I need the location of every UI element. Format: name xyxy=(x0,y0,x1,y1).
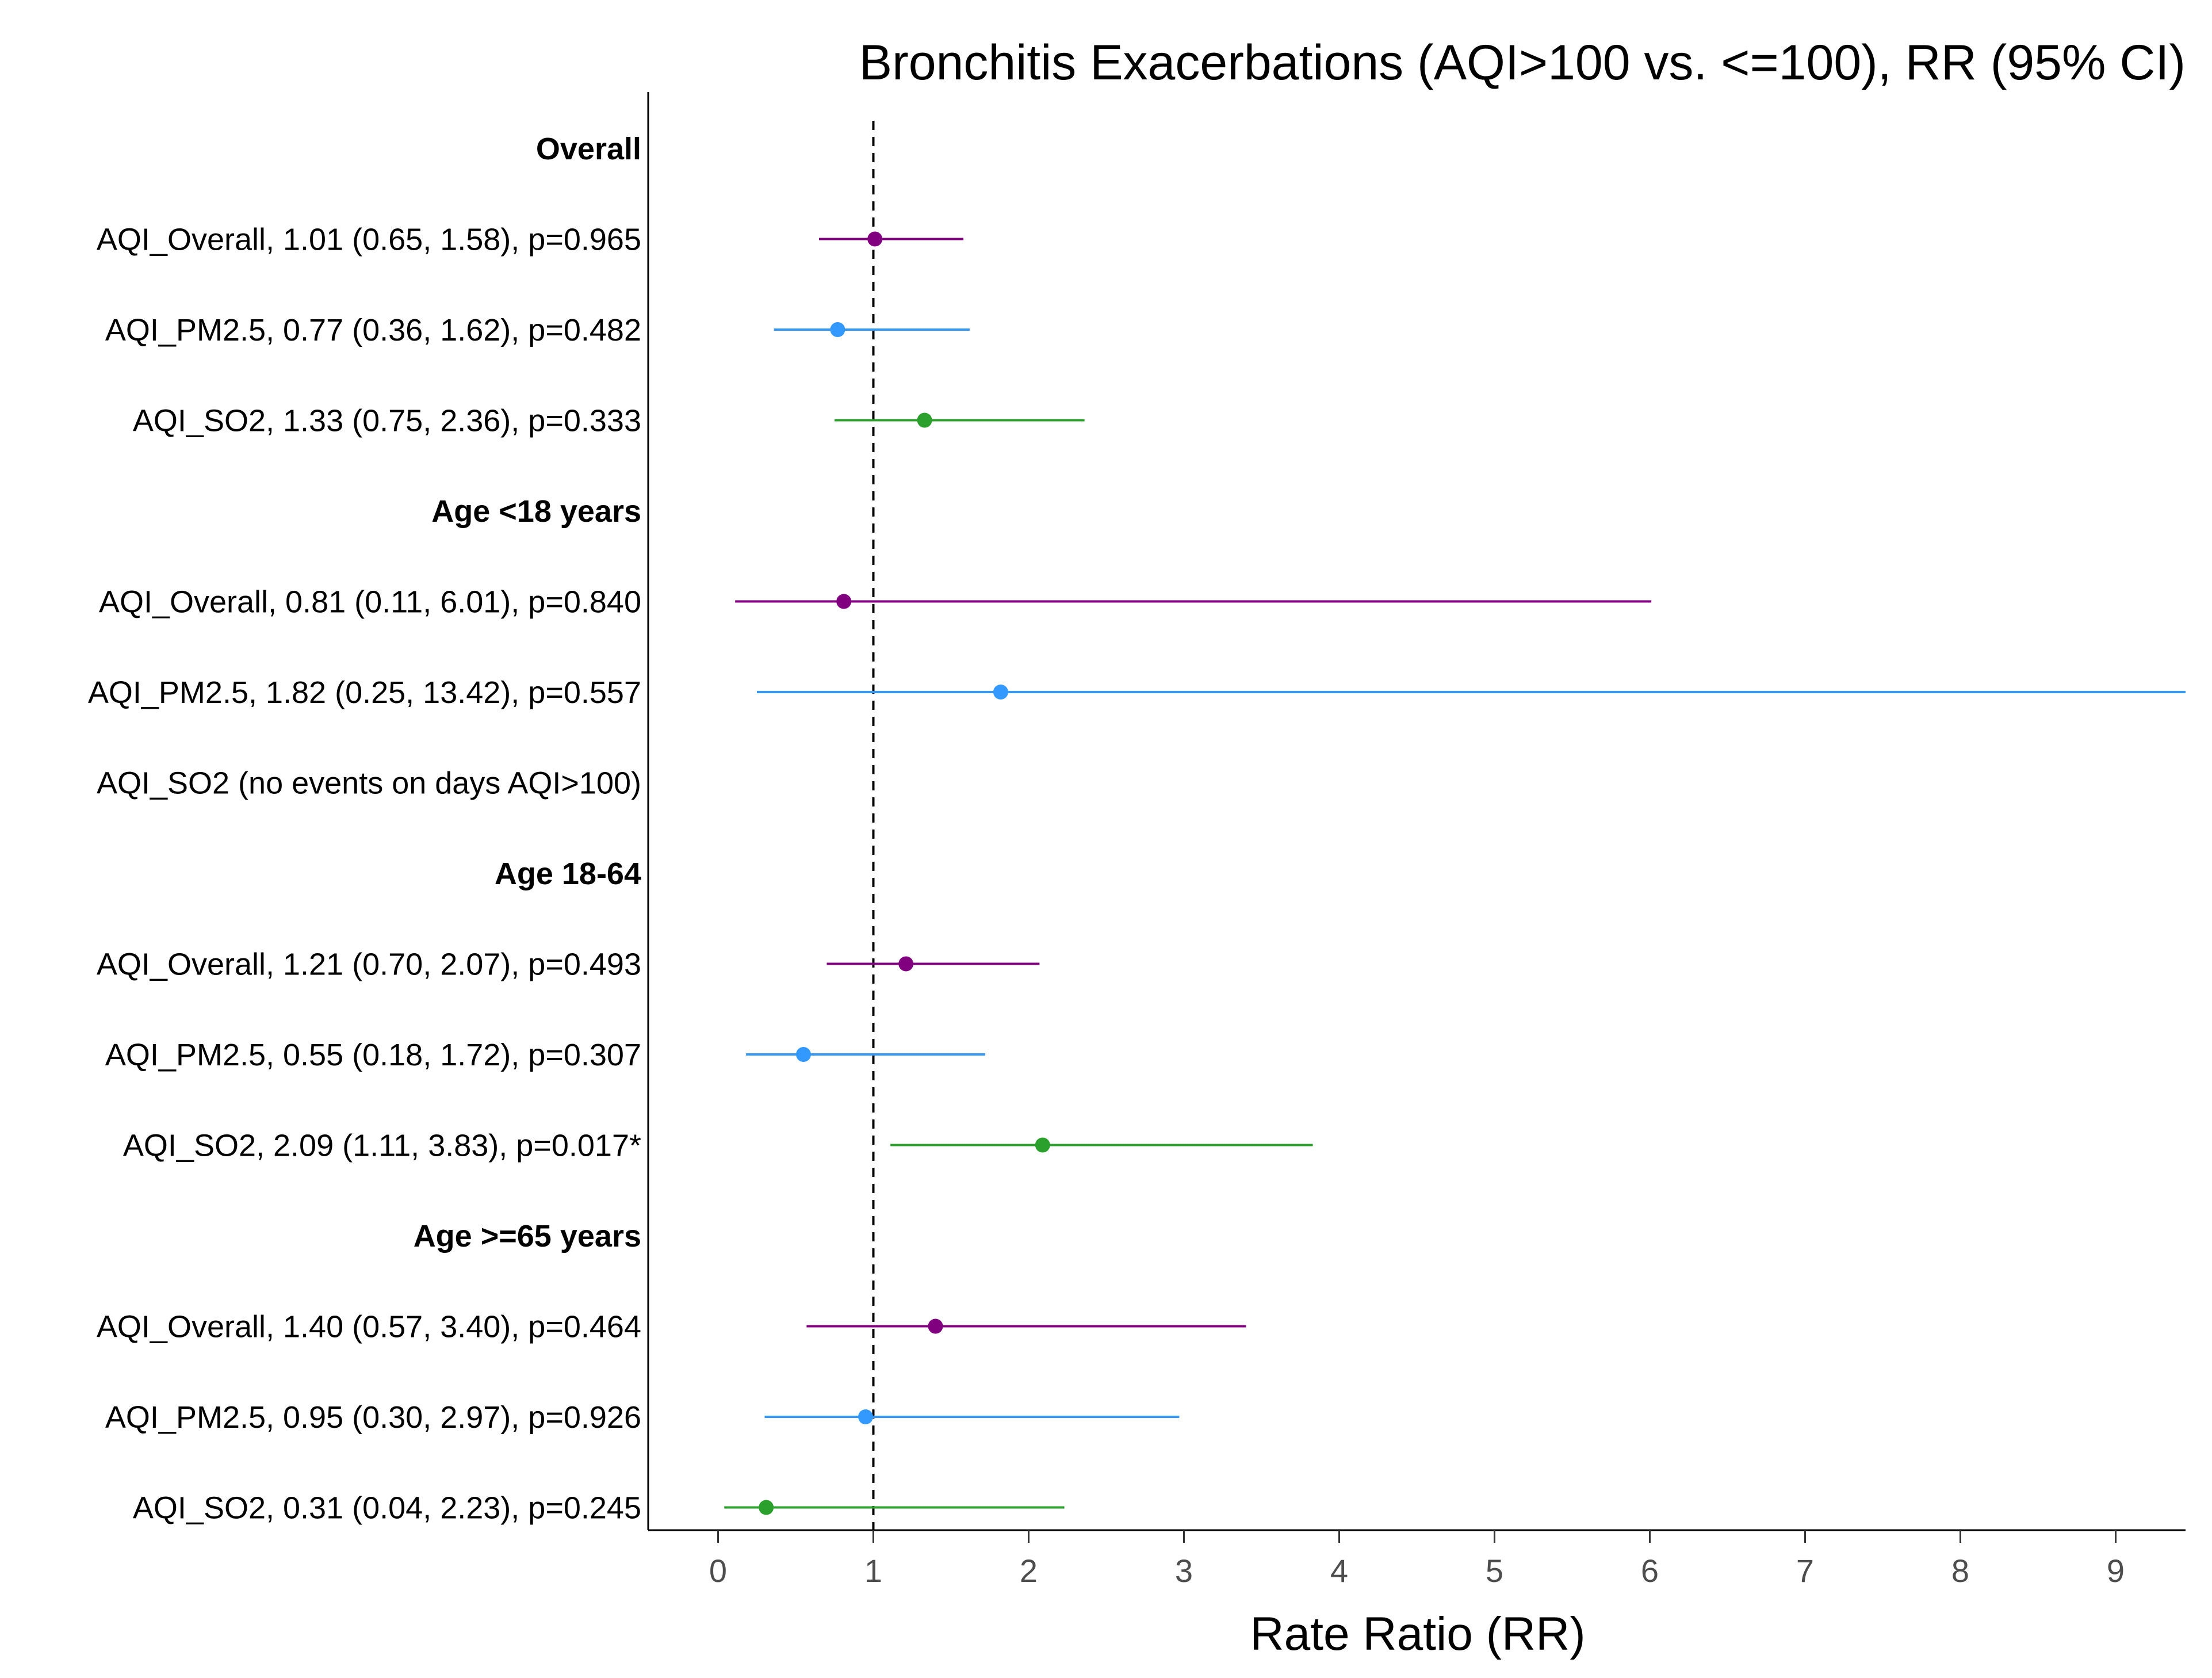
row-label: AQI_Overall, 1.01 (0.65, 1.58), p=0.965 xyxy=(97,223,641,257)
point-estimate xyxy=(928,1318,943,1334)
x-axis-title: Rate Ratio (RR) xyxy=(1250,1608,1585,1660)
x-tick-label: 4 xyxy=(1330,1553,1348,1589)
x-tick-label: 2 xyxy=(1020,1553,1038,1589)
x-tick-label: 6 xyxy=(1641,1553,1659,1589)
row-label: AQI_Overall, 1.21 (0.70, 2.07), p=0.493 xyxy=(97,947,641,982)
row-label: AQI_PM2.5, 1.82 (0.25, 13.42), p=0.557 xyxy=(88,675,641,710)
chart-title: Bronchitis Exacerbations (AQI>100 vs. <=… xyxy=(859,35,2186,90)
row-label: AQI_SO2 (no events on days AQI>100) xyxy=(97,766,641,801)
point-estimate xyxy=(858,1409,873,1424)
point-estimate xyxy=(898,956,914,972)
row-label: AQI_PM2.5, 0.95 (0.30, 2.97), p=0.926 xyxy=(105,1400,641,1435)
group-label: Age <18 years xyxy=(431,494,641,529)
point-estimate xyxy=(867,231,883,247)
group-label: Age 18-64 xyxy=(495,857,641,891)
point-estimate xyxy=(993,685,1008,700)
row-label: AQI_SO2, 0.31 (0.04, 2.23), p=0.245 xyxy=(133,1491,641,1526)
row-label: AQI_PM2.5, 0.77 (0.36, 1.62), p=0.482 xyxy=(105,313,641,347)
x-tick-label: 5 xyxy=(1486,1553,1503,1589)
point-estimate xyxy=(836,594,852,609)
point-estimate xyxy=(759,1500,774,1515)
x-tick-label: 8 xyxy=(1951,1553,1969,1589)
row-label: AQI_Overall, 1.40 (0.57, 3.40), p=0.464 xyxy=(97,1310,641,1344)
point-estimate xyxy=(796,1047,811,1062)
x-tick-label: 7 xyxy=(1796,1553,1814,1589)
plot-area: 0 1 2 3 4 5 6 7 8 9 Overall AQI_Overall, 1.01 (0.65… xyxy=(88,92,2186,1589)
row-label: AQI_SO2, 1.33 (0.75, 2.36), p=0.333 xyxy=(133,404,641,438)
row-label: AQI_PM2.5, 0.55 (0.18, 1.72), p=0.307 xyxy=(105,1038,641,1072)
group-label: Age >=65 years xyxy=(414,1219,641,1253)
group-label: Overall xyxy=(536,132,641,166)
row-label: AQI_Overall, 0.81 (0.11, 6.01), p=0.840 xyxy=(99,585,641,620)
x-tick-label: 0 xyxy=(709,1553,727,1589)
x-tick-label: 9 xyxy=(2107,1553,2125,1589)
row-label: AQI_SO2, 2.09 (1.11, 3.83), p=0.017* xyxy=(123,1129,641,1163)
x-tick-label: 3 xyxy=(1175,1553,1193,1589)
point-estimate xyxy=(917,412,932,428)
point-estimate xyxy=(830,322,845,337)
x-tick-label: 1 xyxy=(864,1553,882,1589)
point-estimate xyxy=(1035,1137,1050,1153)
